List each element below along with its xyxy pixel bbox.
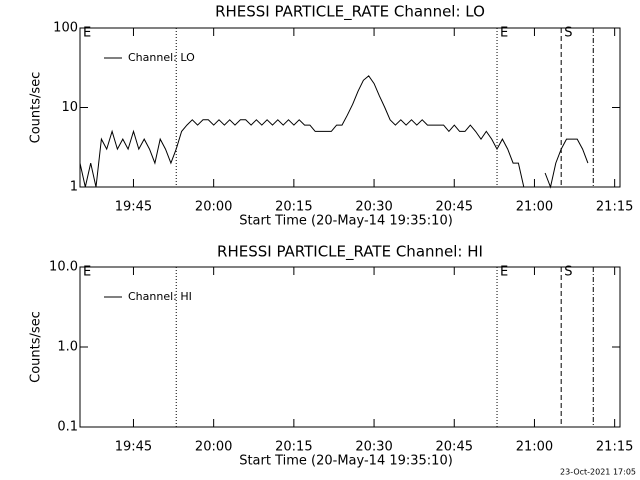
x-tick-label: 20:00 bbox=[195, 440, 232, 455]
footer: 23-Oct-2021 17:05 bbox=[560, 468, 636, 477]
y-tick-label: 10 bbox=[61, 100, 78, 115]
y-tick-label: 0.1 bbox=[57, 420, 78, 435]
x-tick-label: 19:45 bbox=[115, 440, 152, 455]
y-tick-label: 1 bbox=[70, 180, 78, 195]
x-tick-label: 20:30 bbox=[355, 200, 392, 215]
marker-label: E bbox=[83, 26, 91, 41]
x-tick-label: 21:00 bbox=[516, 200, 553, 215]
y-tick-label: 1.0 bbox=[57, 340, 78, 355]
data-line bbox=[79, 75, 525, 188]
x-tick-label: 20:30 bbox=[355, 440, 392, 455]
x-axis-label: Start Time (20-May-14 19:35:10) bbox=[239, 214, 453, 229]
x-axis-label: Start Time (20-May-14 19:35:10) bbox=[239, 454, 453, 469]
marker-label: E bbox=[500, 265, 508, 280]
legend-label: Channel: HI bbox=[128, 290, 192, 303]
x-tick-label: 20:45 bbox=[436, 440, 473, 455]
y-axis-label: Counts/sec bbox=[29, 72, 44, 144]
x-tick-label: 21:15 bbox=[596, 200, 633, 215]
legend-label: Channel: LO bbox=[128, 51, 195, 64]
marker-label: E bbox=[500, 26, 508, 41]
marker-label: S bbox=[564, 26, 572, 41]
x-tick-label: 20:15 bbox=[275, 200, 312, 215]
marker-label: E bbox=[83, 265, 91, 280]
x-tick-label: 19:45 bbox=[115, 200, 152, 215]
x-tick-label: 20:45 bbox=[436, 200, 473, 215]
x-tick-label: 20:15 bbox=[275, 440, 312, 455]
x-tick-label: 20:00 bbox=[195, 200, 232, 215]
y-tick-label: 100 bbox=[53, 21, 78, 36]
data-line bbox=[544, 138, 589, 189]
y-tick-label: 10.0 bbox=[49, 260, 78, 275]
y-axis-label: Counts/sec bbox=[29, 311, 44, 383]
chart-title: RHESSI PARTICLE_RATE Channel: LO bbox=[215, 3, 485, 22]
chart-title: RHESSI PARTICLE_RATE Channel: HI bbox=[217, 243, 483, 262]
x-tick-label: 21:15 bbox=[596, 440, 633, 455]
marker-label: S bbox=[564, 265, 572, 280]
x-tick-label: 21:00 bbox=[516, 440, 553, 455]
